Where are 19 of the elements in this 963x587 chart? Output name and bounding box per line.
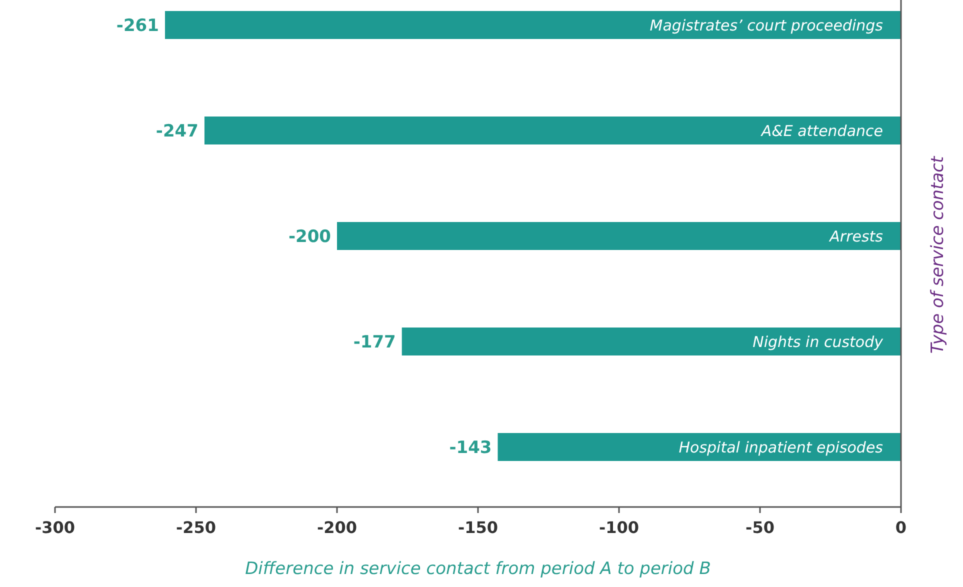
x-tick-label: -200 [316, 518, 358, 537]
x-tick-label: -300 [34, 518, 76, 537]
data-label: -143 [449, 438, 492, 458]
y-tick-label: Arrests [828, 227, 884, 246]
x-axis-title: Difference in service contact from period A to period B [245, 559, 711, 579]
y-tick-label: Magistrates’ court proceedings [650, 16, 884, 34]
x-tick-label: -50 [746, 518, 774, 537]
y-tick-label: Hospital inpatient episodes [678, 438, 884, 456]
data-label: -247 [156, 121, 198, 142]
data-label: -177 [353, 332, 396, 352]
y-tick-label: A&E attendance [760, 122, 883, 140]
x-tick-label: -150 [458, 518, 498, 537]
y-axis-title: Type of service contact [928, 155, 948, 354]
y-tick-label: Nights in custody [752, 332, 884, 351]
x-tick-label: -100 [598, 518, 640, 537]
x-tick-label: -250 [176, 518, 216, 537]
x-tick-label: 0 [895, 518, 907, 537]
data-label: -261 [116, 16, 159, 36]
data-label: -200 [288, 226, 332, 247]
